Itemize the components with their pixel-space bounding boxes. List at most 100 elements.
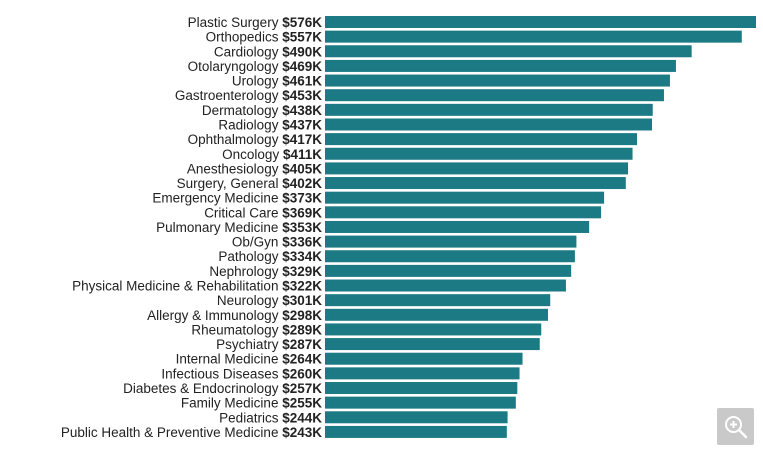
value-label: $557K bbox=[282, 29, 322, 44]
bar bbox=[325, 191, 605, 204]
bar-label: Pulmonary Medicine $353K bbox=[156, 219, 322, 234]
value-label: $243K bbox=[282, 424, 322, 439]
value-label: $257K bbox=[282, 381, 322, 396]
category-label: Psychiatry bbox=[216, 337, 282, 352]
value-label: $334K bbox=[282, 249, 322, 264]
category-label: Surgery, General bbox=[177, 176, 283, 191]
value-label: $244K bbox=[282, 410, 322, 425]
value-label: $336K bbox=[282, 234, 322, 249]
category-label: Pediatrics bbox=[219, 410, 282, 425]
bar bbox=[325, 45, 692, 58]
bar-label: Orthopedics $557K bbox=[206, 29, 323, 44]
value-label: $576K bbox=[282, 15, 322, 30]
category-label: Nephrology bbox=[209, 263, 282, 278]
bar-label: Urology $461K bbox=[232, 73, 322, 88]
bar-label: Pediatrics $244K bbox=[219, 410, 322, 425]
category-label: Orthopedics bbox=[206, 29, 283, 44]
bar bbox=[325, 367, 520, 380]
bar-label: Infectious Diseases $260K bbox=[161, 366, 322, 381]
bar bbox=[325, 59, 676, 72]
bar-label: Anesthesiology $405K bbox=[187, 161, 322, 176]
bar bbox=[325, 411, 508, 424]
value-label: $469K bbox=[282, 58, 322, 73]
bar-label: Plastic Surgery $576K bbox=[188, 15, 323, 30]
category-label: Otolaryngology bbox=[188, 58, 283, 73]
category-label: Cardiology bbox=[214, 44, 282, 59]
value-label: $405K bbox=[282, 161, 322, 176]
bar bbox=[325, 294, 551, 307]
bar-label: Family Medicine $255K bbox=[181, 395, 322, 410]
value-label: $255K bbox=[282, 395, 322, 410]
bar bbox=[325, 382, 518, 394]
value-label: $301K bbox=[282, 293, 322, 308]
bar-label: Critical Care $369K bbox=[204, 205, 322, 220]
bar-label: Gastroenterology $453K bbox=[175, 88, 322, 103]
bar bbox=[325, 74, 670, 87]
bar-label: Radiology $437K bbox=[218, 117, 322, 132]
value-label: $461K bbox=[282, 73, 322, 88]
category-label: Radiology bbox=[218, 117, 282, 132]
bar-label: Rheumatology $289K bbox=[191, 322, 322, 337]
bar-label: Allergy & Immunology $298K bbox=[147, 307, 322, 322]
category-label: Oncology bbox=[222, 146, 283, 161]
bar bbox=[325, 118, 652, 131]
bar bbox=[325, 16, 756, 28]
bar-label: Physical Medicine & Rehabilitation $322K bbox=[72, 278, 322, 293]
category-label: Public Health & Preventive Medicine bbox=[61, 424, 282, 439]
bar bbox=[325, 352, 523, 365]
bar-label: Cardiology $490K bbox=[214, 44, 322, 59]
bar-label: Dermatology $438K bbox=[202, 102, 322, 117]
bar bbox=[325, 103, 653, 116]
category-label: Critical Care bbox=[204, 205, 282, 220]
bar bbox=[325, 425, 507, 438]
bar bbox=[325, 206, 602, 219]
bar-label: Nephrology $329K bbox=[209, 263, 322, 278]
category-label: Dermatology bbox=[202, 102, 282, 117]
value-label: $373K bbox=[282, 190, 322, 205]
category-label: Emergency Medicine bbox=[152, 190, 282, 205]
zoom-in-icon bbox=[724, 415, 747, 438]
zoom-in-button[interactable] bbox=[717, 408, 754, 445]
value-label: $402K bbox=[282, 176, 322, 191]
value-label: $322K bbox=[282, 278, 322, 293]
bar-label: Otolaryngology $469K bbox=[188, 58, 323, 73]
value-label: $411K bbox=[283, 146, 322, 161]
value-label: $438K bbox=[282, 102, 322, 117]
bar-label: Public Health & Preventive Medicine $243… bbox=[61, 424, 322, 439]
bar-label: Ophthalmology $417K bbox=[188, 132, 323, 147]
category-label: Infectious Diseases bbox=[161, 366, 282, 381]
bar bbox=[325, 338, 540, 351]
value-label: $287K bbox=[282, 337, 322, 352]
category-label: Ob/Gyn bbox=[232, 234, 282, 249]
bar bbox=[325, 30, 742, 43]
category-label: Urology bbox=[232, 73, 282, 88]
category-label: Anesthesiology bbox=[187, 161, 282, 176]
value-label: $490K bbox=[282, 44, 322, 59]
bar bbox=[325, 147, 633, 160]
bar bbox=[325, 162, 629, 175]
value-label: $453K bbox=[282, 88, 322, 103]
bar bbox=[325, 89, 664, 102]
value-label: $417K bbox=[282, 132, 322, 147]
bar bbox=[325, 264, 572, 277]
bar-label: Psychiatry $287K bbox=[216, 337, 322, 352]
category-label: Gastroenterology bbox=[175, 88, 282, 103]
bar-label: Pathology $334K bbox=[218, 249, 322, 264]
bar-label: Neurology $301K bbox=[217, 293, 322, 308]
category-label: Neurology bbox=[217, 293, 282, 308]
category-label: Pathology bbox=[218, 249, 282, 264]
value-label: $298K bbox=[282, 307, 322, 322]
category-label: Diabetes & Endocrinology bbox=[123, 381, 282, 396]
bar bbox=[325, 250, 575, 263]
bar-label: Emergency Medicine $373K bbox=[152, 190, 322, 205]
category-label: Pulmonary Medicine bbox=[156, 219, 282, 234]
bar-label: Oncology $411K bbox=[222, 146, 322, 161]
category-label: Family Medicine bbox=[181, 395, 282, 410]
value-label: $437K bbox=[282, 117, 322, 132]
category-label: Rheumatology bbox=[191, 322, 282, 337]
value-label: $264K bbox=[282, 351, 322, 366]
bar bbox=[325, 220, 590, 233]
bar-label: Internal Medicine $264K bbox=[176, 351, 323, 366]
value-label: $289K bbox=[282, 322, 322, 337]
